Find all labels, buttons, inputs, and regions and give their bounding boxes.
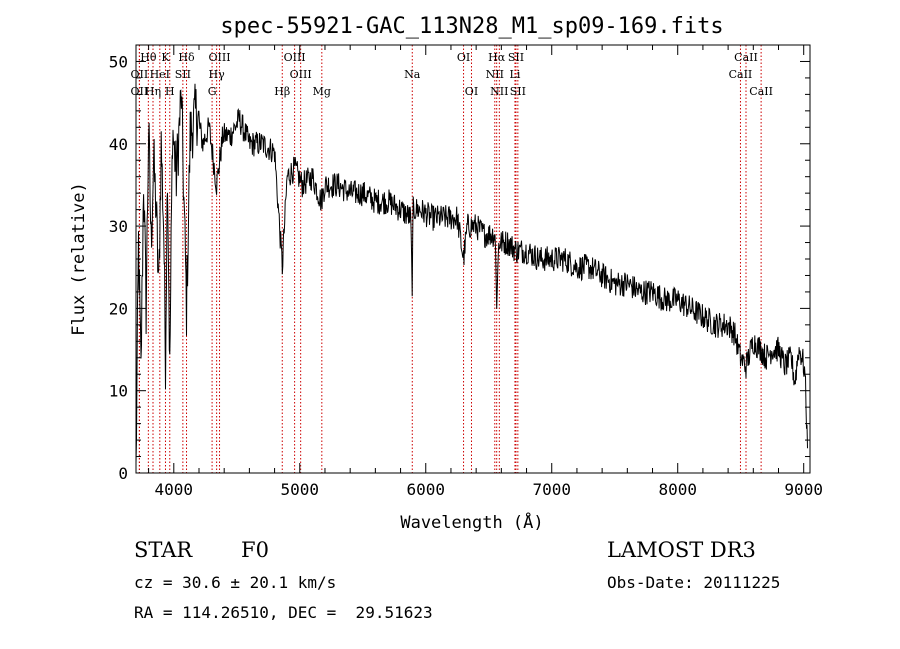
y-tick-label-1: 10 bbox=[109, 382, 128, 401]
marker-label-27: CaII bbox=[749, 85, 773, 98]
marker-label-17: OI bbox=[457, 51, 470, 64]
marker-label-8: Hδ bbox=[178, 51, 195, 64]
marker-label-9: OIII bbox=[208, 51, 230, 64]
chart-title: spec-55921-GAC_113N28_M1_sp09-169.fits bbox=[220, 14, 723, 39]
x-axis-ticks: 4000 5000 6000 7000 8000 9000 bbox=[148, 45, 823, 499]
marker-label-1: OII bbox=[131, 68, 149, 81]
redshift-velocity: cz = 30.6 ± 20.1 km/s bbox=[134, 573, 337, 592]
y-tick-label-2: 20 bbox=[109, 299, 128, 318]
marker-label-4: HeI bbox=[150, 68, 170, 81]
marker-label-21: NII bbox=[486, 68, 504, 81]
marker-label-18: OI bbox=[465, 85, 478, 98]
marker-label-24: SII bbox=[510, 85, 526, 98]
y-tick-label-0: 0 bbox=[118, 464, 128, 483]
y-tick-label-5: 50 bbox=[109, 52, 128, 71]
y-tick-label-4: 40 bbox=[109, 135, 128, 154]
observation-date: Obs-Date: 20111225 bbox=[607, 573, 781, 592]
y-axis-ticks: 0 10 20 30 40 50 bbox=[109, 52, 810, 483]
marker-label-20: SII bbox=[508, 51, 524, 64]
x-tick-label-1: 5000 bbox=[281, 480, 320, 499]
x-tick-label-2: 6000 bbox=[406, 480, 445, 499]
marker-label-22: Li bbox=[510, 68, 521, 81]
marker-label-23: NII bbox=[490, 85, 508, 98]
spectral-line-markers bbox=[138, 45, 762, 473]
x-tick-label-5: 9000 bbox=[784, 480, 823, 499]
y-axis-label: Flux (relative) bbox=[69, 182, 89, 336]
marker-label-25: CaII bbox=[734, 51, 758, 64]
coordinates: RA = 114.26510, DEC = 29.51623 bbox=[134, 603, 433, 622]
object-class: STAR bbox=[134, 538, 193, 562]
x-tick-label-0: 4000 bbox=[155, 480, 194, 499]
marker-label-7: H bbox=[165, 85, 175, 98]
marker-label-15: Mg bbox=[313, 85, 331, 98]
marker-label-13: OIII bbox=[284, 51, 306, 64]
marker-label-26: CaII bbox=[729, 68, 753, 81]
x-tick-label-3: 7000 bbox=[532, 480, 571, 499]
y-tick-label-3: 30 bbox=[109, 217, 128, 236]
marker-label-10: Hγ bbox=[209, 68, 226, 81]
marker-label-5: K bbox=[161, 51, 170, 64]
plot-frame bbox=[135, 44, 811, 474]
x-tick-label-4: 8000 bbox=[658, 480, 697, 499]
marker-label-19: Hα bbox=[488, 51, 506, 64]
x-axis-label: Wavelength (Å) bbox=[400, 511, 543, 533]
object-subclass: F0 bbox=[241, 538, 269, 562]
marker-label-14: OIII bbox=[290, 68, 312, 81]
marker-label-3: Hη bbox=[145, 85, 161, 98]
marker-label-12: Hβ bbox=[274, 85, 290, 98]
spectrum-series bbox=[135, 83, 808, 463]
spectrum-line bbox=[135, 83, 808, 463]
survey-name: LAMOST DR3 bbox=[607, 538, 756, 562]
marker-label-16: Na bbox=[404, 68, 421, 81]
marker-label-2: OII bbox=[131, 85, 149, 98]
marker-label-0: Hθ bbox=[140, 51, 157, 64]
marker-label-6: SII bbox=[175, 68, 191, 81]
marker-label-11: G bbox=[208, 85, 217, 98]
